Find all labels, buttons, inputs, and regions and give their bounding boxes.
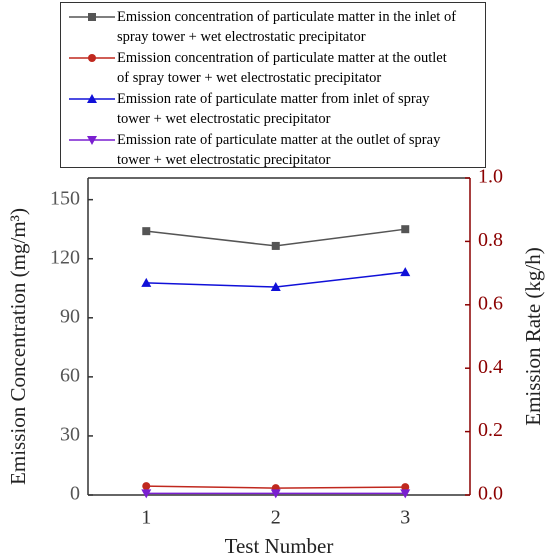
marker [270, 282, 281, 292]
marker [270, 489, 281, 499]
legend-icon [69, 136, 115, 145]
legend-icon [69, 94, 115, 103]
marker [401, 483, 410, 492]
legend-entry: Emission rate of particulate matter at t… [67, 130, 479, 170]
y2-axis-label: Emission Rate (kg/h) [521, 247, 545, 425]
legend-icon [69, 54, 115, 62]
marker [400, 267, 411, 277]
y2-tick-label: 0.0 [478, 483, 503, 505]
legend-label: Emission concentration of particulate ma… [117, 50, 447, 86]
marker [271, 241, 280, 250]
y2-tick-label: 0.2 [478, 419, 503, 441]
legend-icon [69, 13, 115, 21]
y-tick-label: 60 [60, 364, 80, 386]
marker [88, 54, 96, 62]
legend-entry: Emission rate of particulate matter from… [67, 89, 479, 129]
y2-tick-label: 0.6 [478, 292, 503, 314]
marker [87, 136, 97, 145]
y2-tick-label: 1.0 [478, 166, 503, 188]
marker [141, 277, 152, 287]
y-tick-label: 150 [50, 187, 80, 209]
y-tick-label: 30 [60, 424, 80, 446]
legend-entry: Emission concentration of particulate ma… [67, 48, 479, 88]
marker [141, 489, 152, 499]
x-tick-label: 3 [400, 507, 410, 529]
x-tick-label: 1 [141, 507, 151, 529]
y-tick-label: 0 [70, 483, 80, 505]
marker [142, 227, 151, 236]
y-tick-label: 120 [50, 246, 80, 268]
y2-tick-label: 0.8 [478, 229, 503, 251]
marker [142, 482, 151, 491]
marker [400, 489, 411, 499]
marker [401, 225, 410, 234]
legend-entry: Emission concentration of particulate ma… [67, 7, 479, 47]
legend: Emission concentration of particulate ma… [60, 2, 486, 168]
x-tick-label: 2 [271, 507, 281, 529]
marker [87, 94, 97, 103]
legend-label: Emission concentration of particulate ma… [117, 9, 457, 45]
x-axis-label: Test Number [225, 534, 334, 558]
y2-tick-label: 0.4 [478, 356, 503, 378]
legend-label: Emission rate of particulate matter at t… [117, 132, 441, 168]
y-axis-label: Emission Concentration (mg/m³) [6, 208, 30, 485]
legend-label: Emission rate of particulate matter from… [117, 91, 430, 127]
y-tick-label: 90 [60, 305, 80, 327]
marker [88, 13, 96, 21]
